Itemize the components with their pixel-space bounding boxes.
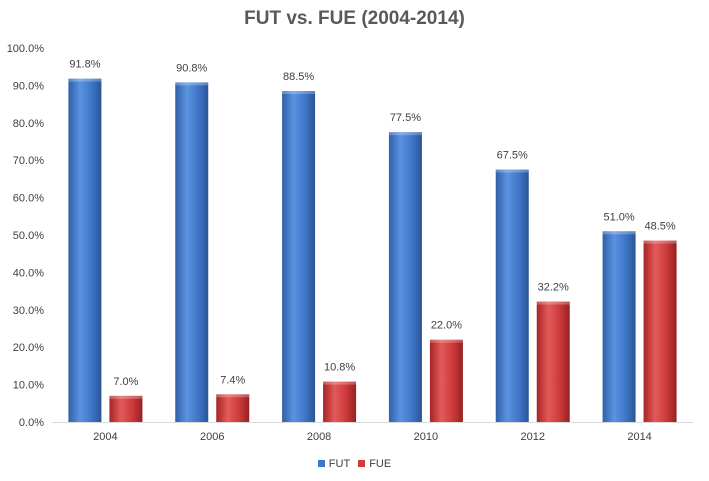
data-label: 91.8% — [69, 59, 100, 71]
data-label: 51.0% — [603, 211, 634, 223]
bar-fut-2012 — [495, 169, 529, 422]
bar-fue-2008 — [323, 381, 357, 422]
data-label: 88.5% — [283, 71, 314, 83]
legend-item-fut: FUT — [317, 458, 351, 470]
bar-bevel — [643, 240, 677, 244]
bar-bevel — [429, 339, 463, 343]
bar-fut-2014 — [602, 231, 636, 422]
bar-fue-2012 — [536, 301, 570, 422]
bar-fut-2006 — [175, 82, 209, 423]
bar-fut-2008 — [282, 91, 316, 422]
bar-fue-2004 — [109, 395, 143, 422]
y-tick-label: 80.0% — [13, 118, 44, 130]
data-label: 67.5% — [497, 150, 528, 162]
x-tick-label: 2004 — [93, 431, 117, 443]
bar-bevel — [216, 394, 250, 398]
bar-bevel — [388, 132, 422, 136]
legend-item-fue: FUE — [358, 458, 391, 470]
data-label: 32.2% — [538, 282, 569, 294]
bar-bevel — [495, 169, 529, 173]
bar-bevel — [323, 381, 357, 385]
data-label: 7.4% — [220, 374, 245, 386]
x-tick-label: 2014 — [627, 431, 651, 443]
y-tick-label: 10.0% — [13, 380, 44, 392]
y-tick-label: 0.0% — [19, 417, 44, 429]
data-label: 48.5% — [644, 221, 675, 233]
y-tick-label: 90.0% — [13, 80, 44, 92]
bar-bevel — [68, 78, 102, 82]
y-tick-label: 70.0% — [13, 155, 44, 167]
y-tick-label: 60.0% — [13, 193, 44, 205]
bar-bevel — [109, 395, 143, 399]
bar-bevel — [282, 91, 316, 95]
y-tick-label: 20.0% — [13, 342, 44, 354]
legend-label: FUE — [369, 458, 392, 470]
chart-title: FUT vs. FUE (2004-2014) — [244, 8, 465, 29]
bar-fue-2010 — [429, 339, 463, 422]
x-tick-label: 2010 — [414, 431, 438, 443]
data-label: 7.0% — [113, 376, 138, 388]
bar-bevel — [602, 231, 636, 235]
y-tick-label: 100.0% — [7, 43, 45, 55]
y-tick-label: 40.0% — [13, 267, 44, 279]
x-tick-label: 2008 — [307, 431, 331, 443]
legend: FUT FUE — [0, 458, 709, 470]
data-label: 22.0% — [431, 320, 462, 332]
y-tick-label: 50.0% — [13, 230, 44, 242]
bar-bevel — [175, 82, 209, 86]
y-tick-label: 30.0% — [13, 305, 44, 317]
data-label: 77.5% — [390, 112, 421, 124]
data-label: 90.8% — [176, 62, 207, 74]
bar-fut-2010 — [388, 132, 422, 422]
data-label: 10.8% — [324, 362, 355, 374]
bar-bevel — [536, 301, 570, 305]
x-tick-label: 2006 — [200, 431, 224, 443]
legend-swatch — [317, 460, 325, 467]
bar-fut-2004 — [68, 78, 102, 422]
bar-fue-2006 — [216, 394, 250, 422]
bar-fue-2014 — [643, 240, 677, 422]
legend-swatch — [358, 460, 366, 467]
x-tick-label: 2012 — [521, 431, 545, 443]
legend-label: FUT — [328, 458, 351, 470]
